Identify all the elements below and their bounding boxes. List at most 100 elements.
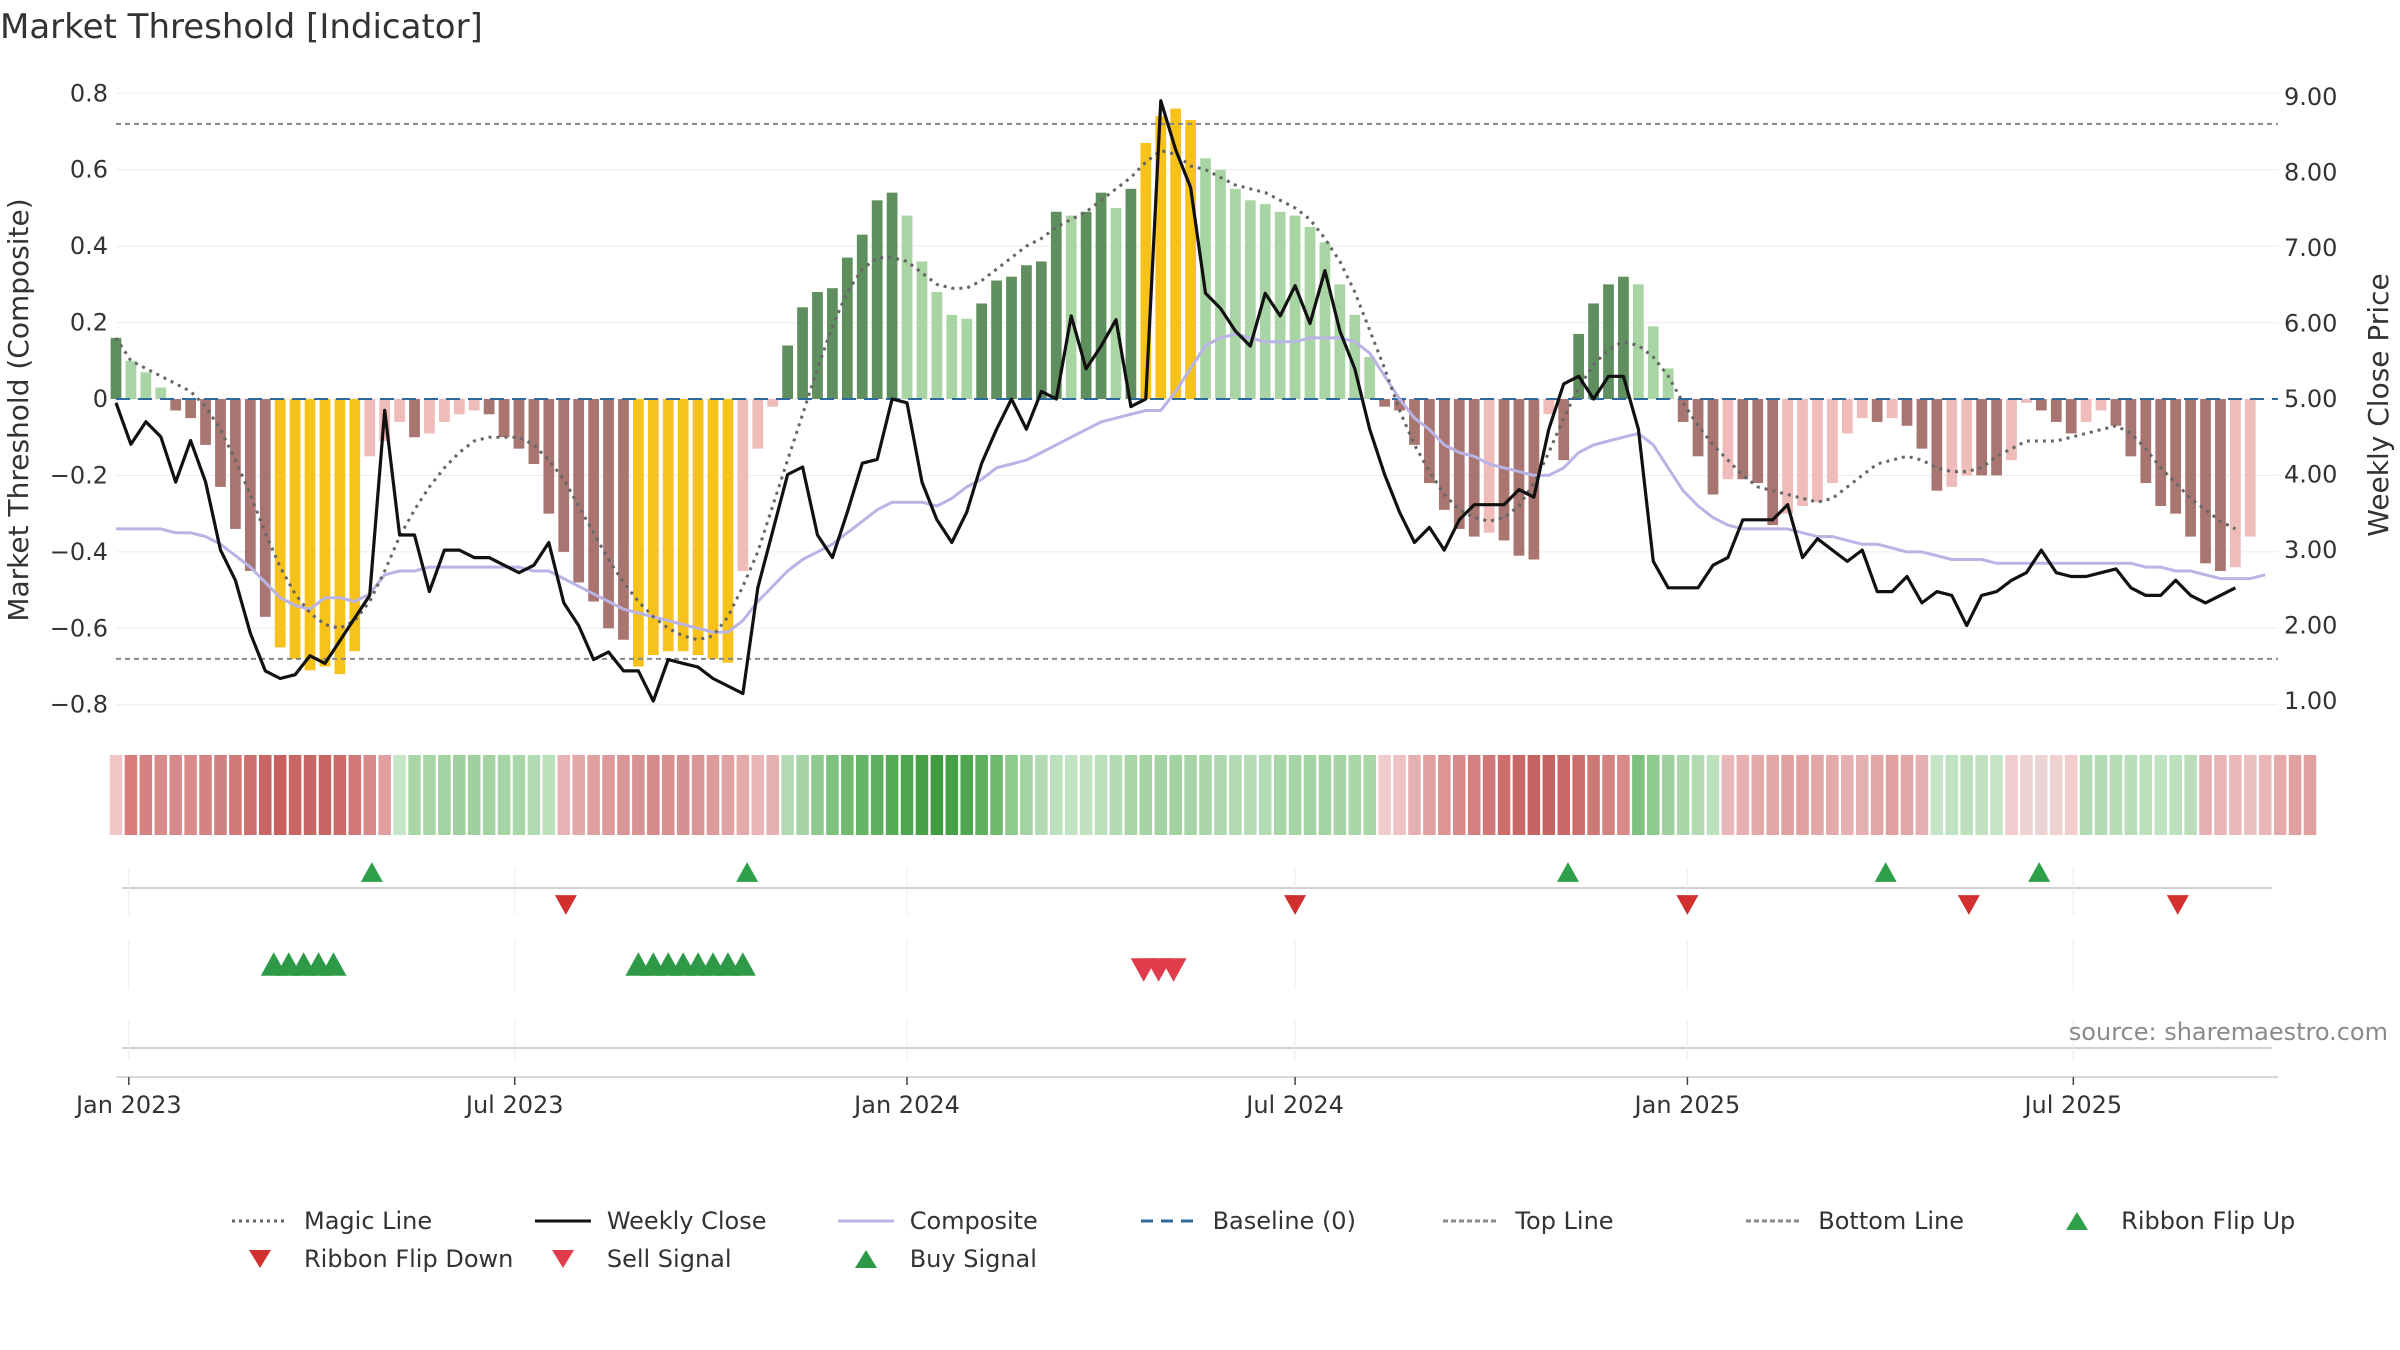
composite-bar — [737, 399, 749, 571]
composite-bar — [1782, 399, 1793, 514]
left-tick-label: 0.6 — [70, 156, 108, 184]
composite-bar — [976, 303, 988, 399]
ribbon-cell — [1512, 755, 1526, 835]
composite-bar — [1722, 399, 1734, 480]
ribbon-cell — [1572, 755, 1585, 835]
composite-bar — [244, 399, 256, 571]
ribbon-cell — [1930, 755, 1944, 835]
composite-bar — [797, 307, 808, 399]
ribbon-cell — [1736, 755, 1750, 835]
composite-bar — [1647, 326, 1659, 399]
ribbon-cell — [2005, 755, 2018, 835]
composite-bar — [1886, 399, 1898, 419]
ribbon-cell — [1482, 755, 1496, 835]
left-tick-label: −0.6 — [50, 614, 108, 642]
composite-line — [116, 332, 2266, 634]
line-series — [114, 99, 2278, 703]
ribbon-cell — [497, 755, 511, 835]
ribbon-cell — [1467, 755, 1481, 835]
ribbon-cell — [661, 755, 675, 835]
ribbon-cell — [1303, 755, 1317, 835]
composite-bar — [1588, 303, 1599, 399]
buy-signal-marker — [320, 952, 347, 976]
ribbon-cell — [1960, 755, 1973, 835]
composite-bar — [1319, 242, 1331, 399]
ribbon-flip-up-marker — [736, 862, 759, 882]
composite-bar — [1140, 142, 1152, 399]
legend-label: Ribbon Flip Down — [304, 1245, 514, 1273]
ribbon-cell — [1378, 755, 1391, 835]
composite-bar — [1409, 399, 1420, 445]
composite-bar — [2050, 399, 2062, 422]
ribbon-cell — [1826, 755, 1839, 835]
composite-bar — [2140, 399, 2152, 484]
ribbon-cell — [1557, 755, 1570, 835]
signal-panel — [116, 862, 2278, 1078]
composite-bar — [1856, 399, 1868, 419]
ribbon-cell — [990, 755, 1003, 835]
composite-bar — [931, 292, 943, 399]
composite-bar — [1767, 399, 1779, 526]
ribbon-cell — [169, 755, 182, 835]
ribbon-cell — [1438, 755, 1451, 835]
ribbon-cell — [602, 755, 615, 835]
ribbon-cell — [1900, 755, 1914, 835]
ribbon-cell — [348, 755, 362, 835]
ribbon-cell — [855, 755, 869, 835]
ribbon-cell — [2079, 755, 2093, 835]
ribbon-cell — [1079, 755, 1093, 835]
ribbon-cell — [1527, 755, 1541, 835]
ribbon-cell — [721, 755, 735, 835]
composite-bar — [2155, 399, 2167, 506]
ribbon-cell — [751, 755, 765, 835]
ribbon-cell — [1915, 755, 1929, 835]
ribbon-cell — [333, 755, 347, 835]
composite-bar — [767, 399, 779, 407]
composite-bar — [1453, 399, 1465, 529]
composite-bar — [1662, 368, 1674, 399]
ribbon-cell — [1109, 755, 1123, 835]
ribbon-cell — [1154, 755, 1168, 835]
ribbon-cell — [1229, 755, 1242, 835]
ribbon-cell — [273, 755, 287, 835]
composite-bar — [1065, 215, 1077, 399]
ribbon-cell — [1050, 755, 1063, 835]
ribbon-cell — [303, 755, 317, 835]
ribbon-cell — [766, 755, 779, 835]
composite-bar — [1976, 399, 1988, 476]
composite-bar — [1498, 399, 1510, 541]
ribbon-cell — [1064, 755, 1078, 835]
composite-bar — [856, 234, 868, 399]
composite-bar — [1916, 399, 1928, 449]
ribbon-cell — [1423, 755, 1436, 835]
ribbon-cell — [363, 755, 376, 835]
right-tick-label: 1.00 — [2284, 687, 2337, 715]
composite-bar — [453, 399, 465, 415]
composite-bar — [1841, 399, 1853, 434]
composite-bar — [1513, 399, 1525, 556]
ribbon-cell — [184, 755, 197, 835]
composite-bar — [483, 399, 495, 415]
composite-bar — [1603, 284, 1614, 399]
ribbon-cell — [1855, 755, 1869, 835]
composite-bar — [125, 360, 137, 399]
ribbon-flip-down-marker — [1284, 895, 1307, 915]
ribbon-cell — [2094, 755, 2108, 835]
x-tick-label: Jan 2025 — [1633, 1091, 1741, 1119]
right-tick-label: 2.00 — [2284, 612, 2337, 640]
composite-bar — [1468, 399, 1480, 537]
composite-bar — [1632, 284, 1644, 399]
ribbon-cell — [512, 755, 526, 835]
right-tick-label: 4.00 — [2284, 461, 2337, 489]
ribbon-cell — [1841, 755, 1854, 835]
magic-line — [114, 149, 2237, 642]
composite-bar — [647, 399, 659, 656]
ribbon-cell — [2064, 755, 2078, 835]
legend-symbol — [1443, 1219, 1500, 1223]
ribbon-cell — [1766, 755, 1779, 835]
ribbon-cell — [1348, 755, 1362, 835]
composite-bar — [2021, 399, 2032, 403]
ribbon-cell — [1661, 755, 1675, 835]
composite-bar — [334, 399, 346, 675]
composite-bar — [1692, 399, 1704, 457]
